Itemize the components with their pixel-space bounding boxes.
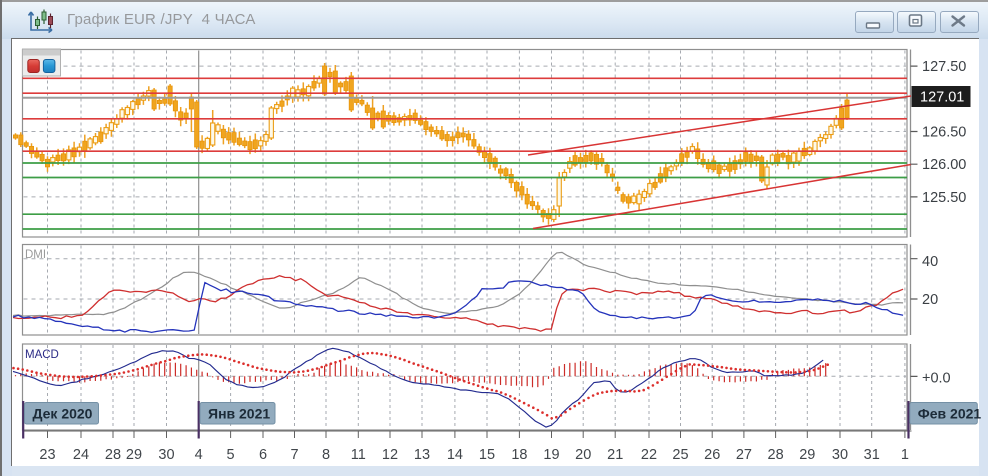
svg-text:26: 26 (704, 447, 720, 463)
svg-text:1: 1 (901, 447, 909, 463)
svg-text:127.50: 127.50 (922, 59, 966, 75)
svg-text:25: 25 (672, 447, 688, 463)
svg-text:7: 7 (290, 447, 298, 463)
svg-text:127.01: 127.01 (920, 90, 964, 106)
svg-text:29: 29 (126, 447, 142, 463)
svg-text:11: 11 (351, 447, 366, 463)
svg-text:23: 23 (39, 447, 55, 463)
svg-text:14: 14 (447, 447, 463, 463)
svg-text:27: 27 (736, 447, 752, 463)
svg-text:4: 4 (195, 447, 203, 463)
svg-text:13: 13 (414, 447, 430, 463)
svg-text:20: 20 (575, 447, 591, 463)
svg-text:30: 30 (832, 447, 848, 463)
svg-text:+0.0: +0.0 (922, 371, 951, 387)
svg-text:21: 21 (607, 447, 623, 463)
svg-text:15: 15 (479, 447, 495, 463)
svg-text:24: 24 (73, 447, 89, 463)
svg-text:22: 22 (641, 447, 657, 463)
svg-text:20: 20 (922, 292, 938, 308)
svg-text:19: 19 (543, 447, 559, 463)
svg-text:125.50: 125.50 (922, 190, 966, 206)
svg-text:31: 31 (864, 447, 880, 463)
svg-text:Фев 2021: Фев 2021 (918, 406, 982, 422)
svg-text:28: 28 (768, 447, 784, 463)
svg-text:30: 30 (158, 447, 174, 463)
svg-text:MACD: MACD (25, 349, 59, 361)
svg-text:40: 40 (922, 254, 938, 270)
svg-text:29: 29 (799, 447, 815, 463)
svg-text:DMI: DMI (25, 249, 46, 261)
svg-text:28: 28 (105, 447, 121, 463)
svg-text:6: 6 (259, 447, 267, 463)
svg-text:Дек 2020: Дек 2020 (33, 406, 93, 422)
svg-text:12: 12 (382, 447, 398, 463)
svg-text:8: 8 (322, 447, 330, 463)
svg-text:18: 18 (511, 447, 527, 463)
svg-text:126.00: 126.00 (922, 157, 966, 173)
svg-text:126.50: 126.50 (922, 125, 966, 141)
svg-text:5: 5 (227, 447, 235, 463)
svg-text:Янв 2021: Янв 2021 (208, 406, 270, 422)
